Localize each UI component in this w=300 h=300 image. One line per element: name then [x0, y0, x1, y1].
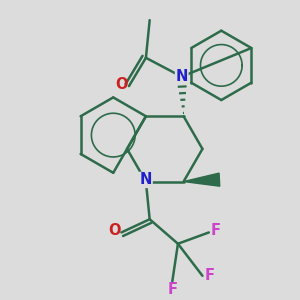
Text: N: N — [140, 172, 152, 188]
Text: N: N — [176, 69, 188, 84]
Polygon shape — [184, 173, 220, 186]
Text: O: O — [108, 223, 120, 238]
Text: O: O — [116, 77, 128, 92]
Text: F: F — [205, 268, 215, 283]
Text: F: F — [211, 223, 221, 238]
Text: F: F — [167, 282, 177, 297]
